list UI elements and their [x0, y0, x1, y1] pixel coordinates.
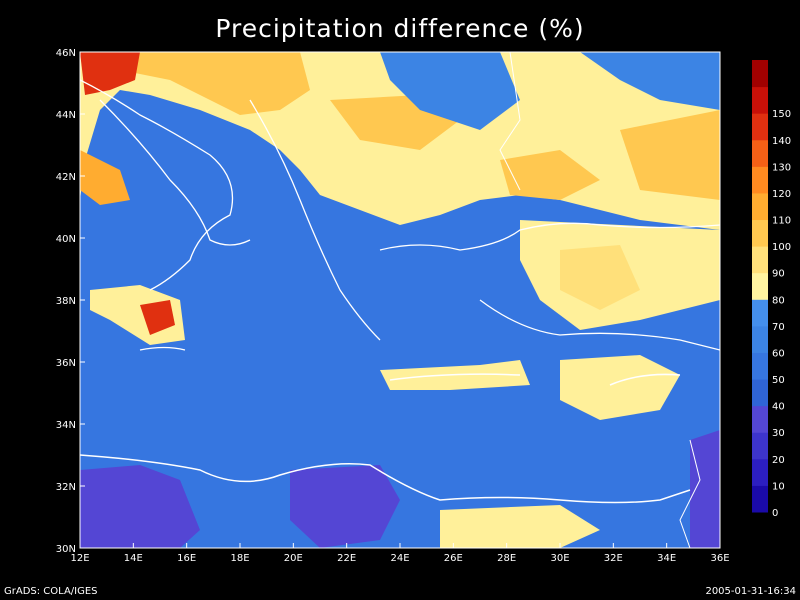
colorbar-label: 0: [772, 508, 778, 519]
colorbar-swatch: [752, 166, 768, 194]
lon-tick-label: 22E: [337, 553, 356, 564]
lat-tick-label: 36N: [56, 358, 76, 369]
colorbar-swatch: [752, 113, 768, 141]
colorbar-swatch: [752, 86, 768, 114]
footer-credit: GrADS: COLA/IGES: [4, 586, 98, 597]
lat-tick-label: 42N: [56, 172, 76, 183]
colorbar-swatch: [752, 432, 768, 460]
lon-tick-label: 24E: [390, 553, 409, 564]
colorbar-label: 30: [772, 428, 785, 439]
colorbar-swatch: [752, 405, 768, 433]
lon-tick-label: 36E: [710, 553, 729, 564]
colorbar-label: 120: [772, 189, 791, 200]
lon-tick-label: 18E: [230, 553, 249, 564]
colorbar-label: 140: [772, 136, 791, 147]
precipitation-field: [80, 52, 720, 548]
colorbar-label: 20: [772, 455, 785, 466]
lat-tick-label: 32N: [56, 482, 76, 493]
colorbar-label: 80: [772, 295, 785, 306]
colorbar-swatch: [752, 352, 768, 380]
colorbar-label: 130: [772, 162, 791, 173]
lon-tick-label: 26E: [444, 553, 463, 564]
colorbar-label: 70: [772, 322, 785, 333]
lon-tick-label: 16E: [177, 553, 196, 564]
colorbar-label: 60: [772, 348, 785, 359]
latitude-ticks: 30N 32N 34N 36N 38N 40N 42N 44N 46N: [56, 48, 85, 555]
colorbar-label: 90: [772, 269, 785, 280]
lon-tick-label: 20E: [284, 553, 303, 564]
lat-tick-label: 40N: [56, 234, 76, 245]
colorbar-swatch: [752, 325, 768, 353]
lat-tick-label: 44N: [56, 110, 76, 121]
chart-title: Precipitation difference (%): [215, 14, 585, 43]
colorbar-swatch: [752, 272, 768, 300]
lat-tick-label: 46N: [56, 48, 76, 59]
lat-tick-label: 34N: [56, 420, 76, 431]
colorbar-swatch: [752, 458, 768, 486]
colorbar-label: 10: [772, 481, 785, 492]
colorbar-swatch: [752, 219, 768, 247]
colorbar: 0 10 20 30 40 50 60 70 80 90 100 110 120 130 140 150: [752, 60, 791, 519]
colorbar-swatch: [752, 485, 768, 513]
lon-tick-label: 32E: [604, 553, 623, 564]
colorbar-label: 110: [772, 216, 791, 227]
colorbar-swatch: [752, 246, 768, 274]
colorbar-label: 100: [772, 242, 791, 253]
colorbar-swatch: [752, 60, 768, 88]
footer-timestamp: 2005-01-31-16:34: [705, 586, 796, 597]
colorbar-label: 150: [772, 109, 791, 120]
colorbar-swatch: [752, 139, 768, 167]
colorbar-label: 50: [772, 375, 785, 386]
lon-tick-label: 34E: [657, 553, 676, 564]
colorbar-label: 40: [772, 402, 785, 413]
lon-tick-label: 14E: [124, 553, 143, 564]
colorbar-swatch: [752, 192, 768, 221]
longitude-ticks: 12E 14E 16E 18E 20E 22E 24E 26E 28E 30E 32E 34E 36E: [70, 543, 730, 564]
colorbar-swatch: [752, 299, 768, 327]
lon-tick-label: 28E: [497, 553, 516, 564]
lat-tick-label: 30N: [56, 544, 76, 555]
lon-tick-label: 12E: [70, 553, 89, 564]
lon-tick-label: 30E: [550, 553, 569, 564]
lat-tick-label: 38N: [56, 296, 76, 307]
colorbar-swatch: [752, 379, 768, 407]
